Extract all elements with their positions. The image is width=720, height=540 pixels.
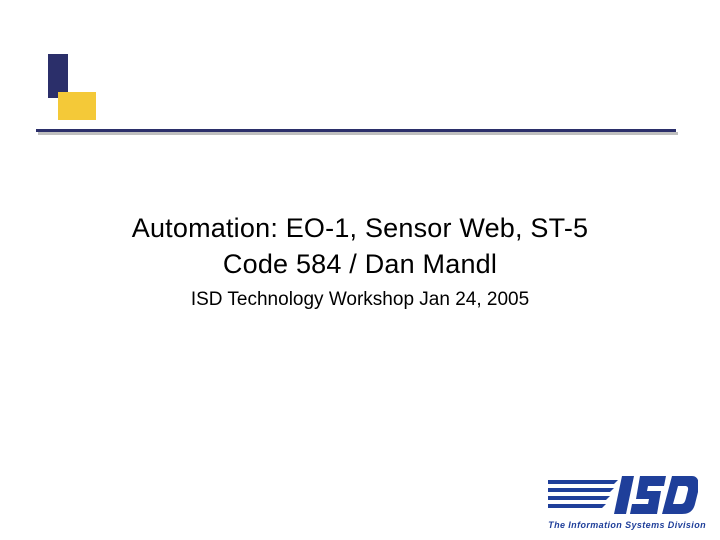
isd-logo-graphic	[548, 474, 698, 518]
subtitle: ISD Technology Workshop Jan 24, 2005	[0, 289, 720, 311]
title-line-1: Automation: EO-1, Sensor Web, ST-5	[0, 210, 720, 246]
title-line-2: Code 584 / Dan Mandl	[0, 246, 720, 282]
title-block: Automation: EO-1, Sensor Web, ST-5 Code …	[0, 210, 720, 311]
horizontal-rule-shadow	[38, 132, 678, 135]
yellow-block	[58, 92, 96, 120]
isd-logo: The Information Systems Division	[548, 474, 706, 530]
logo-caption: The Information Systems Division	[548, 520, 706, 530]
